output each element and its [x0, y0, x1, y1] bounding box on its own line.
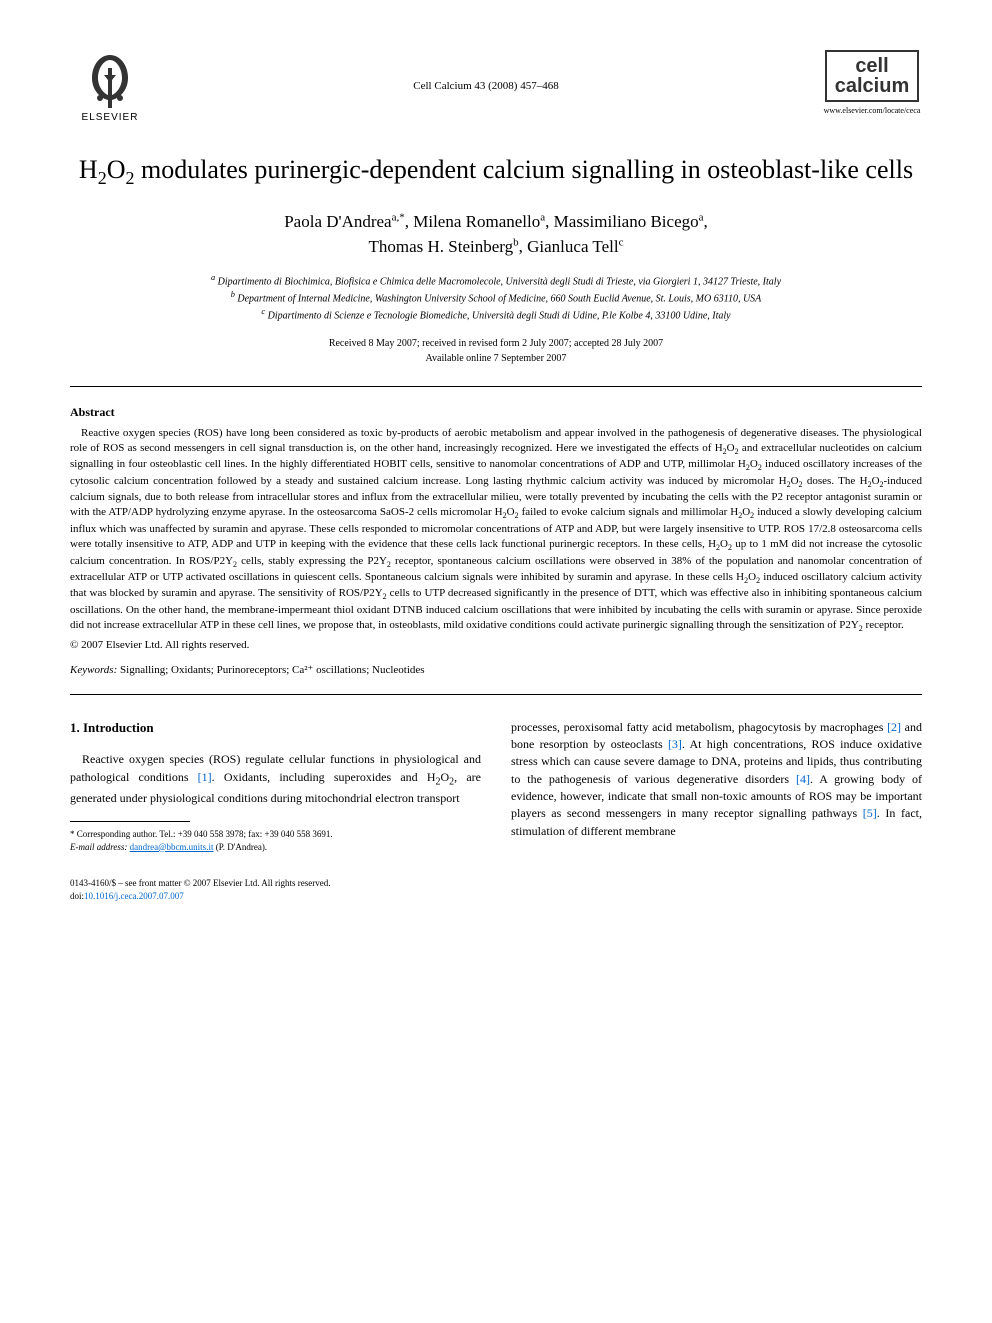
- article-dates: Received 8 May 2007; received in revised…: [70, 336, 922, 366]
- abstract-section: Abstract Reactive oxygen species (ROS) h…: [70, 405, 922, 651]
- issn-line: 0143-4160/$ – see front matter © 2007 El…: [70, 877, 922, 890]
- right-column: processes, peroxisomal fatty acid metabo…: [511, 719, 922, 854]
- doi-line: doi:10.1016/j.ceca.2007.07.007: [70, 890, 922, 903]
- affiliations: a Dipartimento di Biochimica, Biofisica …: [70, 272, 922, 324]
- publisher-name: ELSEVIER: [82, 112, 139, 123]
- author-5-affil: c: [619, 236, 624, 248]
- section-1-heading: 1. Introduction: [70, 719, 481, 738]
- online-date: Available online 7 September 2007: [70, 351, 922, 366]
- page-footer: 0143-4160/$ – see front matter © 2007 El…: [70, 877, 922, 902]
- page-header: ELSEVIER Cell Calcium 43 (2008) 457–468 …: [70, 50, 922, 123]
- keywords-text: Signalling; Oxidants; Purinoreceptors; C…: [120, 664, 425, 676]
- rule-below-keywords: [70, 694, 922, 695]
- title-section: H2O2 modulates purinergic-dependent calc…: [70, 153, 922, 366]
- journal-url: www.elsevier.com/locate/ceca: [824, 106, 921, 115]
- author-sep-4: , Gianluca Tell: [519, 237, 619, 256]
- journal-title-box: cell calcium: [825, 50, 919, 102]
- body-columns: 1. Introduction Reactive oxygen species …: [70, 719, 922, 854]
- journal-logo: cell calcium www.elsevier.com/locate/cec…: [822, 50, 922, 115]
- intro-para-left: Reactive oxygen species (ROS) regulate c…: [70, 751, 481, 807]
- affiliation-c: c Dipartimento di Scienze e Tecnologie B…: [70, 306, 922, 323]
- author-sep-1: , Milena Romanello: [405, 212, 541, 231]
- doi-label: doi:: [70, 891, 84, 901]
- abstract-text: Reactive oxygen species (ROS) have long …: [70, 426, 922, 635]
- keywords-label: Keywords:: [70, 664, 117, 676]
- publisher-logo: ELSEVIER: [70, 50, 150, 123]
- intro-para-right: processes, peroxisomal fatty acid metabo…: [511, 719, 922, 841]
- footnote-separator: [70, 821, 190, 822]
- journal-box-line2: calcium: [835, 76, 909, 96]
- email-label: E-mail address:: [70, 842, 127, 852]
- article-title: H2O2 modulates purinergic-dependent calc…: [70, 153, 922, 191]
- received-date: Received 8 May 2007; received in revised…: [70, 336, 922, 351]
- corr-author-email-line: E-mail address: dandrea@bbcm.units.it (P…: [70, 841, 481, 854]
- abstract-copyright: © 2007 Elsevier Ltd. All rights reserved…: [70, 639, 922, 651]
- corresponding-author-footnote: * Corresponding author. Tel.: +39 040 55…: [70, 828, 481, 853]
- author-sep-2: , Massimiliano Bicego: [545, 212, 698, 231]
- email-who: (P. D'Andrea).: [216, 842, 267, 852]
- left-column: 1. Introduction Reactive oxygen species …: [70, 719, 481, 854]
- abstract-heading: Abstract: [70, 405, 922, 420]
- author-4: Thomas H. Steinberg: [368, 237, 513, 256]
- affiliation-b: b Department of Internal Medicine, Washi…: [70, 289, 922, 306]
- author-1: Paola D'Andrea: [284, 212, 391, 231]
- corr-author-contact: * Corresponding author. Tel.: +39 040 55…: [70, 828, 481, 841]
- rule-above-abstract: [70, 386, 922, 387]
- doi-link[interactable]: 10.1016/j.ceca.2007.07.007: [84, 891, 184, 901]
- journal-box-line1: cell: [835, 56, 909, 76]
- affiliation-a: a Dipartimento di Biochimica, Biofisica …: [70, 272, 922, 289]
- keywords: Keywords: Signalling; Oxidants; Purinore…: [70, 663, 922, 676]
- author-sep-3: ,: [704, 212, 708, 231]
- elsevier-tree-icon: [80, 50, 140, 110]
- journal-reference: Cell Calcium 43 (2008) 457–468: [150, 50, 822, 92]
- corr-author-email[interactable]: dandrea@bbcm.units.it: [130, 842, 214, 852]
- authors: Paola D'Andreaa,*, Milena Romanelloa, Ma…: [70, 209, 922, 260]
- author-1-affil: a,*: [392, 211, 405, 223]
